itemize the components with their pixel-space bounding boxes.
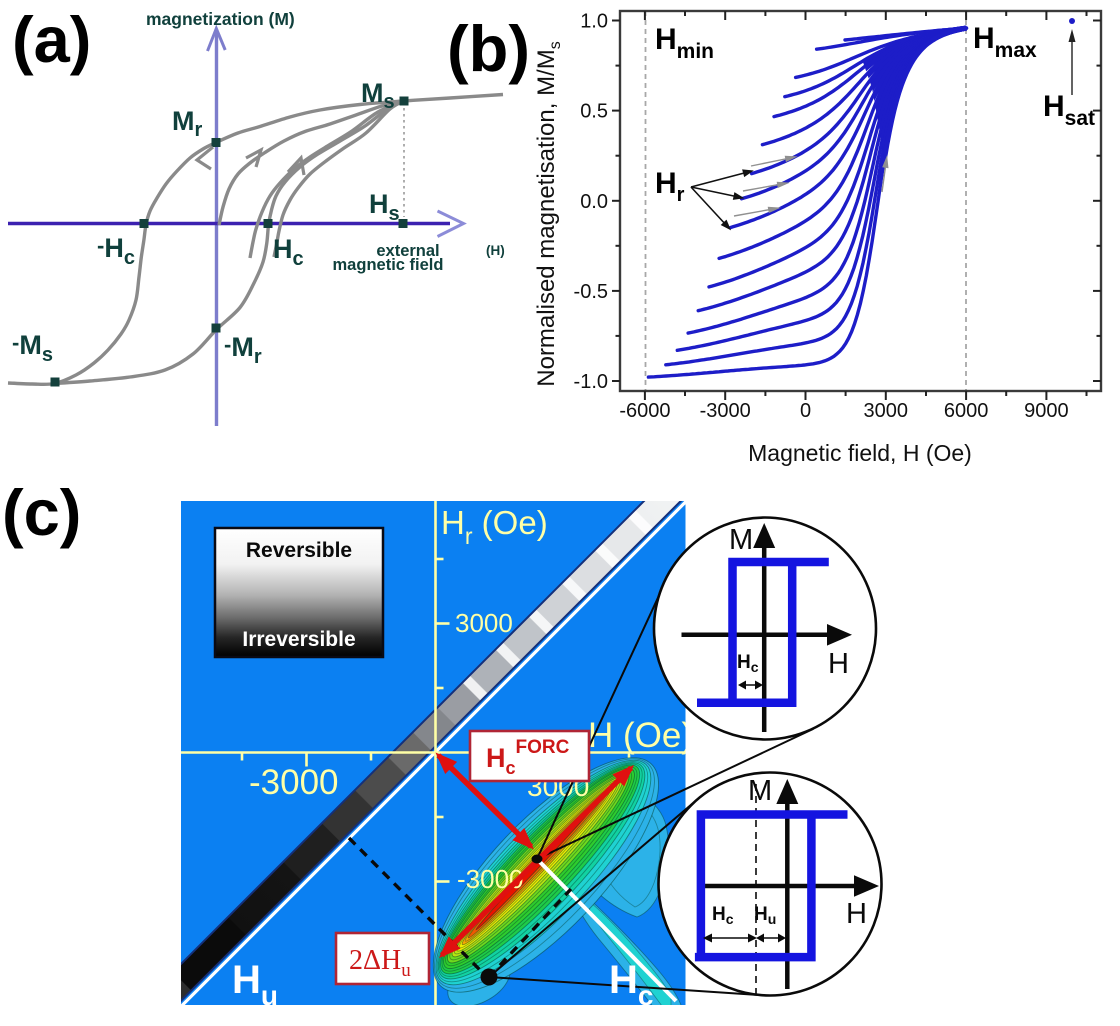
svg-text:(c): (c) (2, 476, 81, 549)
svg-text:Hc: Hc (273, 234, 304, 270)
svg-text:Magnetic field, H (Oe): Magnetic field, H (Oe) (748, 440, 972, 466)
svg-text:-3000: -3000 (700, 400, 751, 422)
svg-text:-0.5: -0.5 (574, 281, 608, 303)
svg-text:Normalised magnetisation, M/Ms: Normalised magnetisation, M/Ms (533, 41, 564, 386)
svg-text:9000: 9000 (1024, 400, 1069, 422)
svg-text:-3000: -3000 (457, 864, 524, 894)
svg-text:3000: 3000 (864, 400, 909, 422)
svg-text:-1.0: -1.0 (574, 371, 608, 393)
svg-text:magnetization (M): magnetization (M) (146, 9, 295, 29)
svg-text:0.0: 0.0 (580, 191, 608, 213)
svg-text:6000: 6000 (944, 400, 989, 422)
svg-text:-Mr: -Mr (224, 332, 262, 368)
svg-text:external: external (376, 242, 439, 260)
svg-text:magnetic field: magnetic field (333, 256, 444, 274)
svg-text:Mr: Mr (172, 106, 203, 141)
svg-text:Hr: Hr (655, 167, 685, 206)
svg-text:Hs: Hs (369, 189, 400, 225)
svg-text:Irreversible: Irreversible (242, 628, 355, 651)
svg-text:(b): (b) (447, 12, 530, 85)
svg-text:Hmax: Hmax (973, 22, 1037, 62)
svg-text:H (Oe): H (Oe) (588, 716, 693, 755)
svg-text:3000: 3000 (455, 608, 513, 638)
svg-text:0: 0 (800, 400, 811, 422)
svg-text:-Hc: -Hc (97, 233, 135, 269)
svg-text:1.0: 1.0 (580, 11, 608, 33)
svg-text:-3000: -3000 (249, 763, 339, 802)
svg-text:-6000: -6000 (619, 400, 670, 422)
svg-text:Ms: Ms (361, 78, 395, 113)
svg-text:(a): (a) (12, 3, 91, 76)
svg-text:2ΔHu: 2ΔHu (349, 945, 411, 981)
svg-text:H: H (846, 898, 867, 930)
svg-text:H: H (828, 648, 849, 680)
svg-text:M: M (729, 524, 753, 556)
svg-text:Reversible: Reversible (246, 539, 352, 562)
svg-text:-Ms: -Ms (12, 330, 53, 366)
svg-text:Hmin: Hmin (655, 23, 714, 63)
svg-text:M: M (748, 775, 772, 807)
svg-text:Hsat: Hsat (1043, 90, 1095, 130)
svg-text:0.5: 0.5 (580, 101, 608, 123)
svg-text:(H): (H) (486, 243, 505, 258)
